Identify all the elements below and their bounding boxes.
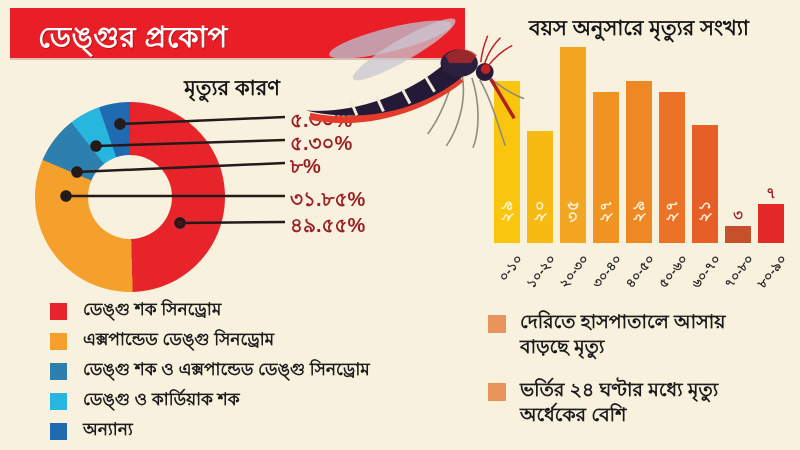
legend-label: অন্যান্য: [83, 420, 133, 439]
note-late-hospital: দেরিতে হাসপাতালে আসায় বাড়ছে মৃত্যু: [488, 310, 788, 360]
bar-value-label: ২১: [696, 199, 714, 223]
bar-chart-title: বয়স অনুসারে মৃত্যুর সংখ্যা: [528, 17, 750, 40]
donut-percent-label: ৮%: [290, 156, 321, 178]
legend-swatch-icon: [50, 362, 67, 380]
bar-২০-৩০: [560, 47, 586, 243]
legend-swatch-icon: [50, 392, 67, 410]
legend-swatch-icon: [50, 332, 67, 350]
donut-percent-label: ৩১.৮৫%: [290, 189, 366, 211]
note-24-hours: ভর্তির ২৪ ঘণ্টার মধ্যে মৃত্যু অর্ধেকের ব…: [488, 378, 788, 428]
legend-label: ডেঙ্গু ও কার্ডিয়াক শক: [83, 390, 240, 409]
note-bullet-icon: [488, 315, 506, 333]
legend-label: ডেঙ্গু শক ও এক্সপান্ডেড ডেঙ্গু সিনড্রোম: [83, 360, 370, 379]
bar-৮০-৯০: [758, 204, 784, 243]
bar-chart: ২৯ ০-১০ ২০ ১০-২০ ৩৫ ২০-৩০ ২৭ ৩০-৪০ ২৯ ৪০-৫০ ২৭ ৫০-৬…: [488, 40, 800, 302]
legend-item: এক্সপান্ডেড ডেঙ্গু সিনড্রোম: [50, 326, 450, 356]
mosquito-icon: [305, 18, 525, 148]
note-bullet-icon: [488, 383, 506, 402]
legend-label: ডেঙ্গু শক সিনড্রোম: [83, 300, 222, 319]
legend-item: ডেঙ্গু ও কার্ডিয়াক শক: [50, 386, 450, 416]
legend-item: ডেঙ্গু শক সিনড্রোম: [50, 296, 450, 326]
donut-percent-label: ৪৯.৫৫%: [290, 215, 366, 237]
bar-৫০-৬০: [659, 92, 685, 243]
legend-item: ডেঙ্গু শক ও এক্সপান্ডেড ডেঙ্গু সিনড্রোম: [50, 356, 450, 386]
bar-value-label: ৩: [733, 207, 743, 224]
bar-৬০-৭০: [692, 125, 718, 243]
donut-percent-label: ৫.৩০%: [290, 133, 353, 155]
bar-৪০-৫০: [626, 81, 652, 243]
legend-swatch-icon: [50, 422, 67, 440]
donut-heading: মৃত্যুর কারণ: [184, 77, 280, 100]
donut-legend: ডেঙ্গু শক সিনড্রোম এক্সপান্ডেড ডেঙ্গু সিন…: [50, 296, 450, 446]
bar-৩০-৪০: [593, 92, 619, 243]
legend-swatch-icon: [50, 302, 67, 320]
bar-৭০-৮০: [725, 226, 751, 243]
notes: দেরিতে হাসপাতালে আসায় বাড়ছে মৃত্যু ভর্…: [488, 310, 788, 446]
bar-১০-২০: [527, 131, 553, 243]
page-title: ডেঙ্গুর প্রকোপ: [38, 22, 228, 54]
legend-label: এক্সপান্ডেড ডেঙ্গু সিনড্রোম: [83, 330, 275, 349]
legend-item: অন্যান্য: [50, 416, 450, 446]
donut-hole: [88, 155, 172, 239]
bar-value-label: ৭: [766, 185, 776, 202]
